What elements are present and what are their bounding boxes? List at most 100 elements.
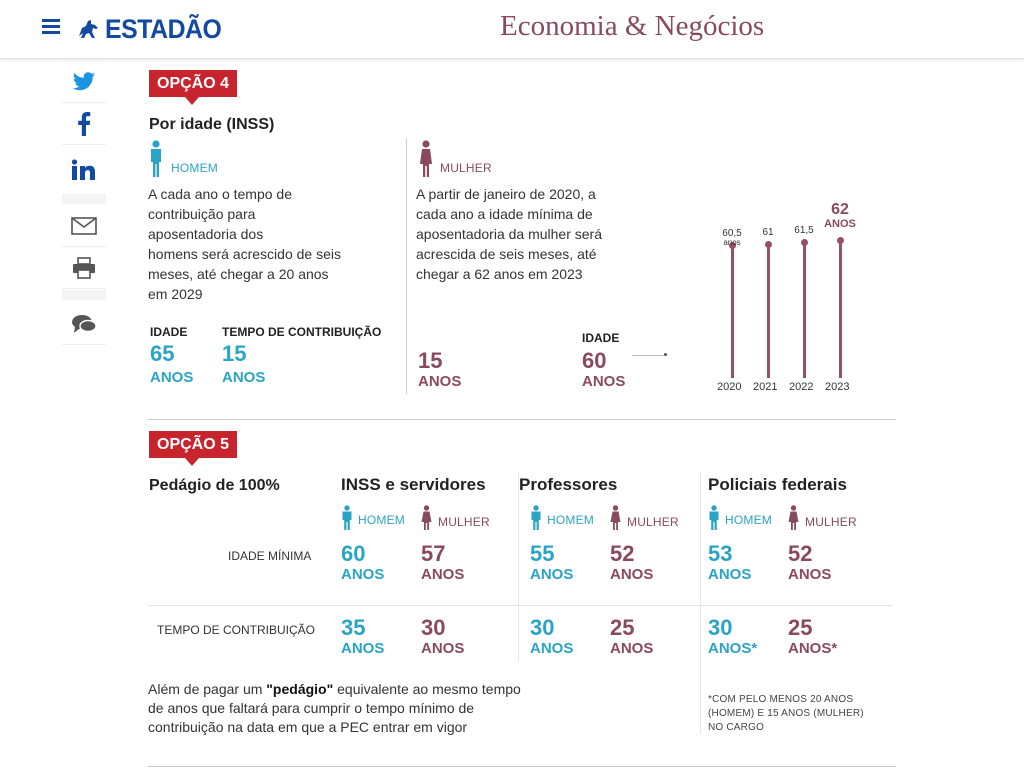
man-tempo-value: 15 (222, 341, 247, 366)
chart-point (837, 237, 844, 244)
email-icon (71, 217, 97, 235)
chart-value-label: 61,5 (786, 224, 822, 236)
chart-value-label: 62 ANOS (822, 201, 858, 230)
col-divider-1 (518, 472, 519, 662)
group-man-icon (341, 505, 353, 536)
share-divider-2 (62, 290, 106, 300)
option4-man-text: A cada ano o tempo de contribuição para … (148, 186, 341, 302)
connector-dot (664, 353, 667, 356)
section-divider (148, 419, 896, 420)
option4-woman-label: MULHER (440, 161, 492, 175)
group-woman-label: MULHER (438, 515, 490, 529)
group-man-label: HOMEM (358, 513, 405, 527)
chart-value: 62 (831, 201, 849, 218)
group-tempo-man: 35 (341, 615, 366, 640)
chart-value: 60,5 (722, 228, 742, 240)
share-linkedin-button[interactable] (62, 150, 106, 190)
tempo-label: TEMPO DE CONTRIBUIÇÃO (222, 325, 382, 339)
man-idade-value: 65 (150, 341, 175, 366)
option5-title: Pedágio de 100% (149, 477, 280, 494)
comment-icon (72, 315, 97, 333)
group-tempo-woman-unit: ANOS (421, 640, 465, 657)
chart-year-label: 2020 (717, 381, 742, 393)
woman-icon (420, 140, 432, 177)
chart-value: 61 (762, 226, 774, 238)
row-idade-label: IDADE MÍNIMA (228, 549, 312, 563)
group-tempo-woman-unit: ANOS (610, 640, 654, 657)
option4-tag: OPÇÃO 4 (149, 70, 238, 105)
group-idade-woman: 52 (610, 541, 635, 566)
woman-tempo-unit: ANOS (418, 373, 462, 390)
group-idade-man: 55 (530, 541, 555, 566)
brand-logo[interactable]: ESTADÃO (76, 14, 232, 44)
group-man-label: HOMEM (547, 513, 594, 527)
group-woman-icon (420, 505, 433, 536)
group-idade-man: 60 (341, 541, 366, 566)
option4-divider (406, 138, 407, 394)
bottom-divider (148, 766, 896, 767)
section-title[interactable]: Economia & Negócios (500, 10, 765, 42)
twitter-icon (73, 72, 95, 91)
group-tempo-woman: 30 (421, 615, 446, 640)
chart-bar (731, 246, 734, 378)
share-twitter-button[interactable] (62, 62, 106, 103)
group-idade-man-unit: ANOS (341, 566, 385, 583)
chart-unit: ANOS (824, 218, 856, 230)
woman-idade-unit: ANOS (582, 373, 626, 390)
chart-bar (767, 244, 770, 378)
chart-bar (839, 241, 842, 378)
group-tempo-woman-unit: ANOS* (788, 640, 838, 657)
woman-idade-label: IDADE (582, 331, 620, 345)
group-tempo-man-unit: ANOS (530, 640, 574, 657)
group-title: INSS e servidores (341, 475, 486, 494)
group-idade-woman-unit: ANOS (788, 566, 832, 583)
group-man-icon (708, 505, 720, 536)
policia-footnote: *COM PELO MENOS 20 ANOS (HOMEM) E 15 ANO… (708, 694, 864, 733)
row-divider (148, 605, 893, 606)
facebook-icon (78, 112, 91, 136)
option4-woman-text: A partir de janeiro de 2020, a cada ano … (416, 186, 603, 282)
col-divider-2 (700, 472, 701, 734)
chart-point (801, 238, 808, 246)
group-tempo-man: 30 (530, 615, 555, 640)
group-idade-woman-unit: ANOS (610, 566, 654, 583)
chart-year-label: 2023 (825, 381, 850, 393)
group-idade-man-unit: ANOS (530, 566, 574, 583)
group-man-label: HOMEM (725, 513, 772, 527)
group-tempo-woman: 25 (610, 615, 635, 640)
linkedin-icon (71, 159, 95, 180)
brand-name: ESTADÃO (105, 13, 222, 44)
group-woman-icon (609, 505, 622, 536)
group-woman-label: MULHER (805, 515, 857, 529)
share-divider (62, 194, 106, 204)
group-man-icon (530, 505, 542, 536)
woman-idade-value: 60 (582, 348, 607, 373)
chart-value-label: 60,5 anos (714, 228, 750, 248)
chart-value-label: 61 (750, 226, 786, 238)
option5-footer: Além de pagar um "pedágio" equivalente a… (148, 681, 521, 735)
option4-title: Por idade (INSS) (149, 116, 275, 133)
group-woman-label: MULHER (627, 515, 679, 529)
chart-year-label: 2021 (753, 381, 778, 393)
group-title: Policiais federais (708, 475, 847, 494)
share-facebook-button[interactable] (62, 104, 106, 145)
row-tempo-label: TEMPO DE CONTRIBUIÇÃO (157, 623, 316, 637)
chart-point (765, 240, 772, 248)
group-tempo-woman: 25 (788, 615, 813, 640)
print-icon (73, 257, 95, 279)
share-comment-button[interactable] (62, 304, 106, 345)
chart-bar (803, 242, 806, 378)
option5-tag: OPÇÃO 5 (149, 431, 238, 466)
chart-year-label: 2022 (789, 381, 814, 393)
group-idade-woman: 57 (421, 541, 446, 566)
share-email-button[interactable] (62, 206, 106, 247)
idade-label: IDADE (150, 325, 188, 339)
top-bar (0, 0, 1024, 59)
connector-line (632, 355, 665, 356)
group-idade-woman-unit: ANOS (421, 566, 465, 583)
share-print-button[interactable] (62, 248, 106, 289)
chart-unit: anos (723, 238, 741, 248)
chart-value: 61,5 (794, 224, 814, 236)
group-idade-man-unit: ANOS (708, 566, 752, 583)
menu-icon[interactable] (42, 19, 62, 35)
